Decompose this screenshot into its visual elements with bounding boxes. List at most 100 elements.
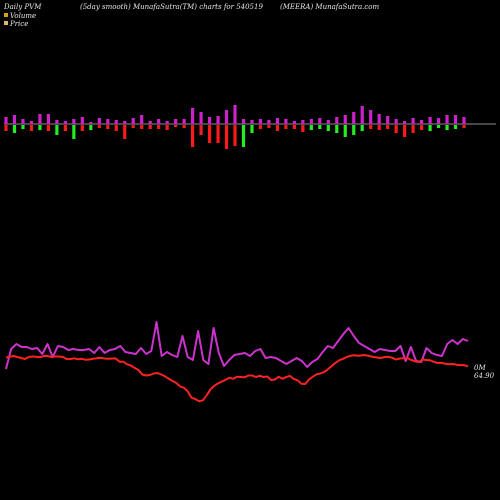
volume-bar-down xyxy=(55,125,59,135)
chart-title: (5day smooth) MunafaSutra(TM) charts for… xyxy=(80,3,263,11)
volume-bar-down xyxy=(292,125,296,129)
volume-bar-down xyxy=(72,125,76,139)
volume-bar-up xyxy=(284,119,288,124)
volume-bar-down xyxy=(224,125,229,149)
legend-volume: Volume xyxy=(4,12,36,20)
volume-bar-down xyxy=(38,125,42,130)
volume-bar-up xyxy=(352,112,356,124)
volume-bar-up xyxy=(250,120,254,124)
volume-bar-up xyxy=(292,121,296,124)
volume-bar-up xyxy=(80,117,84,124)
volume-bar-up xyxy=(241,119,246,124)
legend-price-swatch xyxy=(4,21,8,25)
volume-bar-down xyxy=(80,125,84,131)
volume-bar-up xyxy=(97,118,101,124)
volume-bar-down xyxy=(462,125,466,128)
volume-bar-up xyxy=(326,120,330,124)
chart-type-label: Daily PVM xyxy=(4,3,42,11)
volume-bar-up xyxy=(369,110,373,124)
volume-bar-up xyxy=(428,117,432,124)
volume-bar-up xyxy=(394,119,398,124)
volume-bar-up xyxy=(148,121,152,124)
volume-bar-up xyxy=(174,119,178,124)
volume-bar-up xyxy=(140,115,144,124)
volume-bar-down xyxy=(106,125,110,129)
volume-bar-up xyxy=(29,121,34,124)
price-end-label: 64.90 xyxy=(474,372,495,380)
volume-bar-up xyxy=(233,105,237,124)
volume-bar-down xyxy=(258,125,263,129)
volume-bar-down xyxy=(123,125,127,139)
legend-price: Price xyxy=(4,20,28,28)
volume-line xyxy=(5,321,469,370)
volume-bar-down xyxy=(89,125,93,130)
volume-bar-down xyxy=(275,125,280,131)
volume-bar-up xyxy=(301,120,305,124)
volume-bar-down xyxy=(335,125,339,133)
volume-bar-down xyxy=(267,125,271,128)
volume-bar-down xyxy=(207,125,212,143)
volume-bar-up xyxy=(63,121,67,124)
volume-bar-down xyxy=(360,125,364,131)
volume-bar-down xyxy=(377,125,381,130)
volume-bar-up xyxy=(343,115,347,124)
volume-bar-down xyxy=(140,125,144,129)
volume-bar-up xyxy=(386,116,390,124)
volume-bar-down xyxy=(318,125,322,129)
volume-bar-up xyxy=(462,117,466,124)
volume-bar-down xyxy=(46,125,51,131)
volume-bar-down xyxy=(157,125,161,129)
volume-bar-up xyxy=(360,106,364,124)
volume-bar-down xyxy=(352,125,356,135)
volume-bar-down xyxy=(97,125,101,128)
volume-bar-down xyxy=(114,125,118,131)
volume-bar-up xyxy=(258,119,263,124)
volume-bar-up xyxy=(106,119,110,124)
volume-bar-down xyxy=(21,125,25,129)
legend-volume-label: Volume xyxy=(10,12,37,20)
volume-bar-up xyxy=(72,119,76,124)
volume-bar-down xyxy=(29,125,34,131)
volume-bar-down xyxy=(190,125,195,147)
volume-bar-up xyxy=(207,117,212,124)
volume-bar-down xyxy=(174,125,178,127)
volume-end-label: 0M xyxy=(474,364,486,372)
volume-bar-up xyxy=(216,116,220,124)
volume-bar-down xyxy=(250,125,254,133)
volume-bar-down xyxy=(148,125,152,129)
volume-bar-down xyxy=(63,125,67,131)
volume-bar-up xyxy=(411,118,415,124)
volume-bar-up xyxy=(89,122,93,124)
volume-bar-down xyxy=(445,125,449,130)
volume-bar-down xyxy=(4,125,8,131)
volume-bar-down xyxy=(436,125,441,128)
volume-bar-down xyxy=(301,125,305,132)
volume-bar-up xyxy=(131,118,135,124)
legend-volume-swatch xyxy=(4,13,8,17)
volume-bar-up xyxy=(419,120,424,124)
volume-bar-down xyxy=(326,125,330,131)
volume-bar-down xyxy=(343,125,347,137)
volume-bar-down xyxy=(369,125,373,129)
volume-bar-down xyxy=(284,125,288,129)
volume-bar-up xyxy=(157,119,161,124)
volume-bar-down xyxy=(216,125,220,143)
volume-bar-up xyxy=(453,115,458,124)
volume-bar-down xyxy=(419,125,424,130)
volume-bar-up xyxy=(309,119,313,124)
volume-bar-up xyxy=(377,114,381,124)
volume-bar-up xyxy=(114,120,118,124)
price-line xyxy=(5,354,469,403)
volume-bar-down xyxy=(12,125,17,133)
volume-bar-down xyxy=(241,125,246,147)
volume-bar-up xyxy=(267,120,271,124)
volume-bar-down xyxy=(165,125,169,130)
chart-symbol: (MEERA) MunafaSutra.com xyxy=(280,3,380,11)
volume-bar-up xyxy=(165,121,169,124)
legend-price-label: Price xyxy=(10,20,29,28)
volume-bar-down xyxy=(182,125,186,128)
volume-bar-down xyxy=(394,125,398,133)
volume-bar-up xyxy=(123,121,127,124)
volume-bar-up xyxy=(318,118,322,124)
